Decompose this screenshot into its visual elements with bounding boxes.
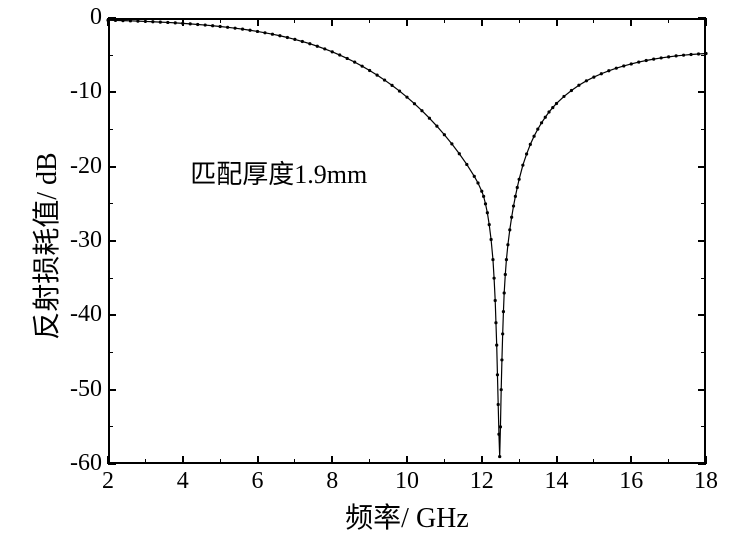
y-minor-tick: [701, 426, 706, 427]
y-minor-tick: [108, 55, 113, 56]
x-minor-tick: [294, 459, 295, 464]
x-tick: [406, 456, 408, 464]
x-tick: [630, 456, 632, 464]
y-tick: [698, 166, 706, 168]
x-minor-tick: [444, 459, 445, 464]
y-minor-tick: [108, 426, 113, 427]
y-minor-tick: [108, 203, 113, 204]
chart-figure: 反射损耗值/ dB 频率/ GHz 匹配厚度1.9mm 246810121416…: [0, 0, 730, 539]
y-tick: [108, 166, 116, 168]
x-tick: [182, 18, 184, 26]
y-tick: [108, 17, 116, 19]
x-minor-tick: [220, 18, 221, 23]
x-tick: [257, 18, 259, 26]
x-tick-label: 6: [243, 468, 273, 495]
y-tick: [108, 463, 116, 465]
y-tick: [108, 91, 116, 93]
x-minor-tick: [593, 18, 594, 23]
x-tick: [257, 456, 259, 464]
x-tick-label: 8: [317, 468, 347, 495]
x-tick-label: 4: [168, 468, 198, 495]
x-tick: [556, 18, 558, 26]
x-tick-label: 10: [392, 468, 422, 495]
y-tick-label: -60: [70, 450, 102, 477]
y-minor-tick: [701, 203, 706, 204]
x-tick: [182, 456, 184, 464]
x-axis-label: 频率/ GHz: [327, 496, 487, 536]
y-tick-label: -10: [70, 78, 102, 105]
y-minor-tick: [701, 352, 706, 353]
x-minor-tick: [519, 459, 520, 464]
y-minor-tick: [108, 278, 113, 279]
x-tick: [481, 18, 483, 26]
y-minor-tick: [701, 129, 706, 130]
y-minor-tick: [701, 278, 706, 279]
y-tick: [698, 314, 706, 316]
y-tick: [108, 314, 116, 316]
x-minor-tick: [668, 459, 669, 464]
x-minor-tick: [369, 459, 370, 464]
series-markers: [106, 19, 707, 459]
y-minor-tick: [108, 352, 113, 353]
x-tick-label: 16: [616, 468, 646, 495]
x-tick: [481, 456, 483, 464]
y-tick: [698, 91, 706, 93]
x-tick: [556, 456, 558, 464]
x-minor-tick: [668, 18, 669, 23]
x-tick: [630, 18, 632, 26]
y-tick-label: -20: [70, 153, 102, 180]
y-tick: [108, 240, 116, 242]
y-minor-tick: [701, 55, 706, 56]
x-tick-label: 14: [542, 468, 572, 495]
x-tick-label: 12: [467, 468, 497, 495]
y-tick: [698, 17, 706, 19]
x-tick: [107, 18, 109, 26]
x-tick: [705, 18, 707, 26]
y-tick: [698, 389, 706, 391]
x-minor-tick: [294, 18, 295, 23]
y-tick: [698, 463, 706, 465]
x-minor-tick: [145, 459, 146, 464]
y-tick-label: -30: [70, 227, 102, 254]
x-tick: [331, 18, 333, 26]
y-tick-label: -40: [70, 301, 102, 328]
x-minor-tick: [593, 459, 594, 464]
x-minor-tick: [145, 18, 146, 23]
x-tick: [331, 456, 333, 464]
x-minor-tick: [444, 18, 445, 23]
y-tick-label: 0: [90, 4, 102, 31]
x-minor-tick: [369, 18, 370, 23]
series-line: [108, 20, 706, 456]
x-minor-tick: [519, 18, 520, 23]
y-minor-tick: [108, 129, 113, 130]
y-tick-label: -50: [70, 376, 102, 403]
y-tick: [698, 240, 706, 242]
y-tick: [108, 389, 116, 391]
data-curve: [0, 0, 730, 539]
y-axis-label: 反射损耗值/ dB: [25, 146, 65, 346]
thickness-annotation: 匹配厚度1.9mm: [190, 154, 367, 191]
x-minor-tick: [220, 459, 221, 464]
x-tick: [406, 18, 408, 26]
x-tick-label: 18: [691, 468, 721, 495]
